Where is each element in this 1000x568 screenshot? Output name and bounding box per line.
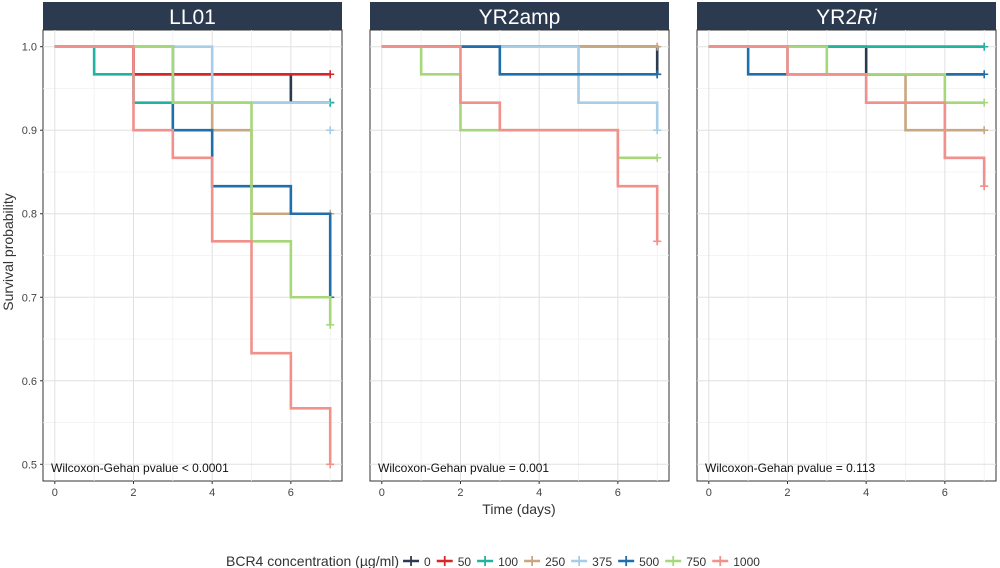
legend-item-100: 100 [477,555,518,568]
censor-mark-750 [326,320,335,329]
censor-mark-750 [653,153,662,162]
x-tick-label: 6 [288,487,294,499]
y-tick-label: 0.6 [22,376,37,388]
survival-curve-1000 [708,45,986,187]
x-axis-title: Time (days) [482,501,555,517]
y-tick-label: 0.5 [22,459,37,471]
censor-mark-375 [653,126,662,135]
pvalue-annotation: Wilcoxon-Gehan pvalue = 0.001 [378,461,549,475]
censor-mark-500 [653,70,662,79]
panel-title: LL01 [169,6,216,29]
panel-title-plain: YR2 [816,6,857,29]
legend-item-750: 750 [665,555,707,568]
panel-title: YR2Ri [816,6,878,29]
censor-mark-500 [980,70,989,79]
pvalue-annotation: Wilcoxon-Gehan pvalue < 0.0001 [51,461,229,475]
x-tick-label: 2 [784,487,790,499]
panel-1: LL01 0 2 4 6 0.5 0.6 0.7 0.8 0.9 1.0 Wilcoxon-Gehan… [22,2,343,499]
censor-mark-1000 [653,237,662,246]
legend-item-375: 375 [571,555,612,568]
x-tick-label: 6 [615,487,621,499]
panel-title: YR2amp [479,6,561,29]
legend-item-0: 0 [403,555,431,568]
legend-label: 0 [424,555,431,568]
y-tick-label: 1.0 [22,42,37,54]
censor-mark-250 [980,126,989,135]
panel-strip [43,2,342,30]
survival-curve-1000 [54,45,332,465]
panel-3: YR2Ri 0 2 4 6 Wilcoxon-Gehan pvalue = 0.113 [696,2,997,499]
legend-label: 250 [545,555,565,568]
survival-curve-375 [381,45,659,131]
x-tick-label: 4 [863,487,869,499]
y-axis-title: Survival probability [0,193,16,311]
censor-mark-100 [980,42,989,51]
panel-2: YR2amp 0 2 4 6 Wilcoxon-Gehan pvalue = 0.001 [369,2,670,499]
legend-item-50: 50 [436,555,472,568]
gridlines [697,30,996,481]
x-tick-label: 0 [52,487,58,499]
censor-mark-1000 [980,182,989,191]
series-layer [708,42,989,191]
gridlines [370,30,669,481]
legend-label: 500 [639,555,659,568]
censor-mark-50 [326,70,335,79]
x-tick-label: 2 [130,487,136,499]
legend-label: 50 [458,555,472,568]
legend-item-1000: 1000 [712,555,760,568]
y-tick-label: 0.7 [22,292,37,304]
y-tick-label: 0.8 [22,209,37,221]
censor-mark-250 [653,42,662,51]
censor-mark-375 [326,126,335,135]
panel-title-italic: Ri [857,6,878,29]
legend: BCR4 concentration (µg/ml) 0 50 100 250 375 5… [226,553,760,568]
legend-item-250: 250 [524,555,565,568]
x-tick-label: 6 [942,487,948,499]
series-layer [54,45,335,469]
legend-label: 375 [592,555,612,568]
legend-label: 750 [686,555,706,568]
series-layer [381,42,662,246]
panel-strip [370,2,669,30]
legend-label: 100 [498,555,518,568]
legend-title: BCR4 concentration (µg/ml) [226,553,399,568]
legend-label: 1000 [733,555,760,568]
censor-mark-750 [980,98,989,107]
y-tick-label: 0.9 [22,125,37,137]
survival-curve-750 [708,45,985,104]
x-tick-label: 4 [536,487,542,499]
x-tick-label: 4 [209,487,215,499]
censor-mark-1000 [326,460,335,469]
survival-curve-1000 [381,45,659,242]
x-tick-label: 2 [457,487,463,499]
pvalue-annotation: Wilcoxon-Gehan pvalue = 0.113 [705,461,876,475]
x-tick-label: 0 [706,487,712,499]
panels-layer: LL01 0 2 4 6 0.5 0.6 0.7 0.8 0.9 1.0 Wilcoxon-Gehan… [22,2,997,499]
panel-strip [697,2,996,30]
x-tick-label: 0 [379,487,385,499]
legend-item-500: 500 [618,555,660,568]
